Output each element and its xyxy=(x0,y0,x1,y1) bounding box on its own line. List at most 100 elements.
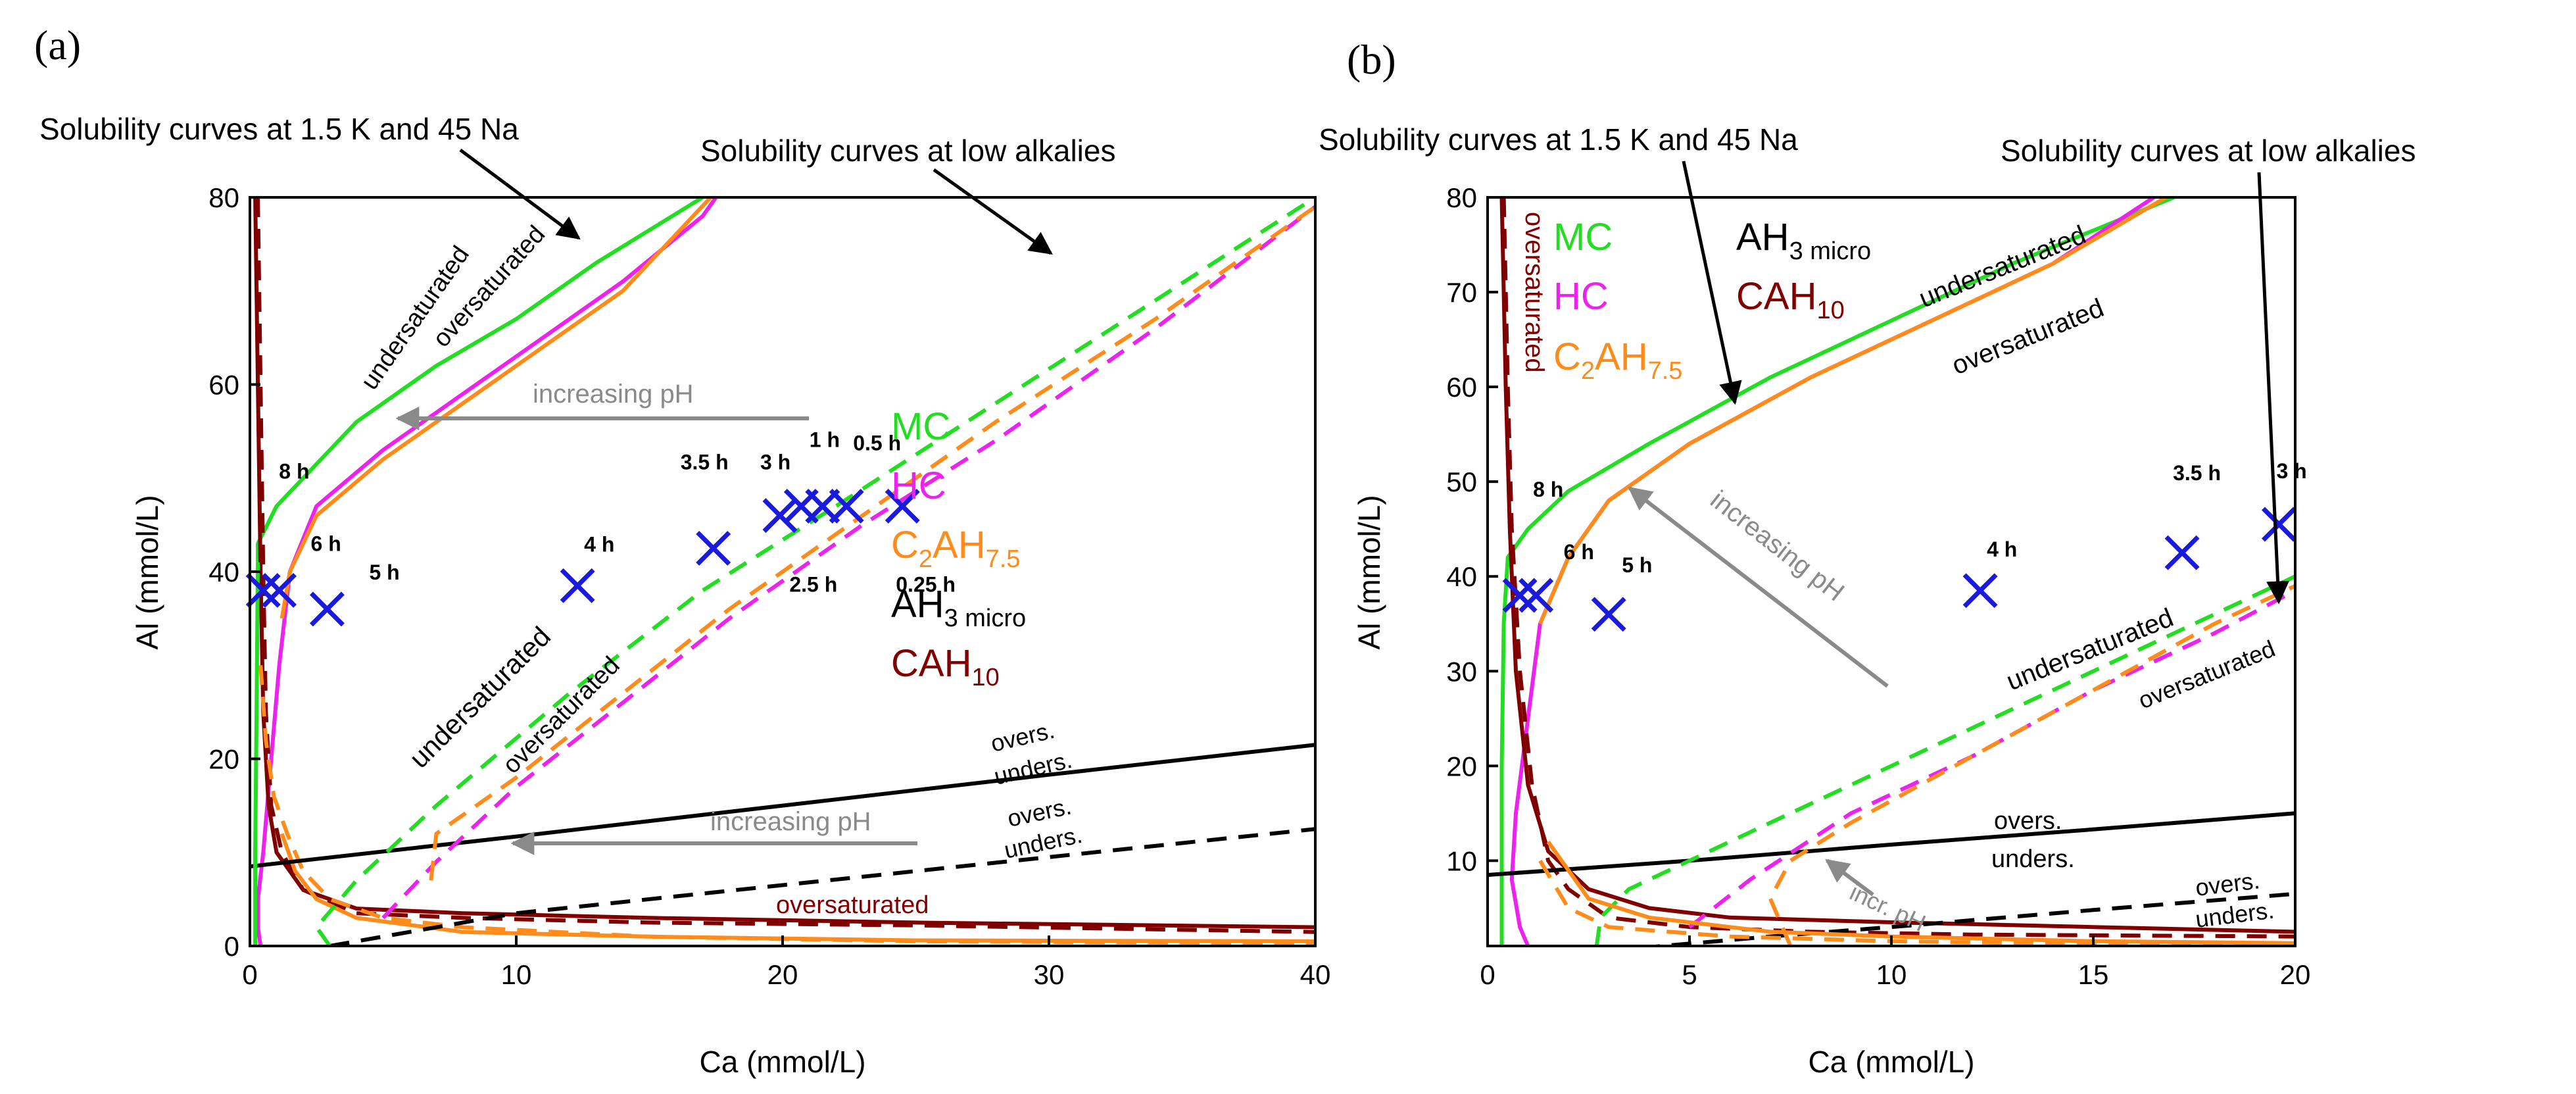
region-label: undersaturated xyxy=(1915,220,2090,314)
series-line xyxy=(279,833,1315,943)
series-line xyxy=(429,205,1315,881)
callout-arrow xyxy=(1682,161,1742,405)
y-tick-label: 10 xyxy=(1446,845,1477,876)
y-tick-label: 60 xyxy=(208,370,239,401)
data-point-label: 0.25 h xyxy=(896,572,956,596)
curves-panel-a xyxy=(250,197,1315,946)
data-point-label: 1 h xyxy=(810,428,840,451)
legend-label: HC xyxy=(1553,275,1609,318)
data-point-marker xyxy=(2164,535,2200,570)
region-label: oversaturated xyxy=(1948,293,2108,380)
x-tick-label: 15 xyxy=(2078,959,2109,990)
x-tick-label: 30 xyxy=(1034,959,1065,990)
data-point-marker xyxy=(1591,597,1626,632)
data-point-label: 5 h xyxy=(369,560,399,584)
ph-label: increasing pH xyxy=(1705,485,1849,607)
series-line xyxy=(1768,584,2295,946)
region-label: overs. xyxy=(1994,807,2062,835)
callout-label: Solubility curves at low alkalies xyxy=(700,134,1116,168)
x-tick-label: 0 xyxy=(1480,959,1495,990)
series-line xyxy=(1688,589,2295,929)
x-tick-label: 5 xyxy=(1682,959,1697,990)
legend-label: C2AH7.5 xyxy=(891,524,1020,573)
data-point-marker xyxy=(1502,578,1538,613)
data-point-marker xyxy=(560,568,595,603)
data-point-label: 4 h xyxy=(584,532,614,556)
series-line xyxy=(1640,891,2295,946)
series-line xyxy=(253,197,1315,930)
legend-panel-b: MC HC C2AH7.5 AH3 micro CAH10 xyxy=(1553,216,1871,385)
series-line xyxy=(381,205,1315,920)
callout-label: Solubility curves at 1.5 K and 45 Na xyxy=(1319,122,1798,157)
legend-label: CAH10 xyxy=(1736,275,1845,324)
series-line xyxy=(279,197,712,619)
points-panel-b: 8 h 6 h 5 h 4 h 3.5 h 3 h xyxy=(1502,459,2307,632)
series-line xyxy=(1538,197,2168,625)
data-point-label: 3 h xyxy=(2276,459,2306,483)
callout-arrow xyxy=(933,168,1053,255)
data-point-label: 3.5 h xyxy=(681,450,729,474)
y-tick-label: 60 xyxy=(1446,372,1477,403)
data-point-marker xyxy=(696,530,731,566)
curves-panel-b xyxy=(1488,197,2295,946)
data-point-marker xyxy=(1519,578,1554,613)
ph-arrow xyxy=(1825,858,1874,897)
y-tick-label: 40 xyxy=(208,557,239,587)
data-point-label: 6 h xyxy=(1564,540,1594,564)
points-panel-a: 8 h 6 h 5 h 4 h 3.5 h 3 h 2.5 h 1 h 0.5 h 0.25 h xyxy=(245,428,956,627)
series-line xyxy=(1499,197,2175,946)
callout-arrow xyxy=(459,148,581,240)
series-line xyxy=(256,197,1315,934)
data-point-label: 2.5 h xyxy=(789,572,837,596)
panel-label-b: (b) xyxy=(1347,36,1396,83)
region-label: unders. xyxy=(2194,897,2275,933)
x-tick-label: 20 xyxy=(2280,959,2311,990)
data-point-label: 3.5 h xyxy=(2173,461,2221,485)
y-tick-label: 40 xyxy=(1446,561,1477,592)
series-line xyxy=(314,197,1315,946)
y-tick-label: 0 xyxy=(224,931,239,962)
panel-label-a: (a) xyxy=(34,22,81,68)
ph-label: increasing pH xyxy=(710,807,871,836)
data-point-label: 0.5 h xyxy=(853,431,901,455)
callout-label: Solubility curves at 1.5 K and 45 Na xyxy=(39,112,519,146)
x-tick-label: 10 xyxy=(1876,959,1907,990)
y-axis-label-a: Al (mmol/L) xyxy=(130,495,164,649)
callout-arrow xyxy=(2257,172,2290,605)
data-point-marker xyxy=(309,591,345,627)
y-tick-label: 70 xyxy=(1446,277,1477,308)
x-axis-label-b: Ca (mmol/L) xyxy=(1808,1045,1974,1079)
x-tick-label: 10 xyxy=(501,959,532,990)
ph-label: increasing pH xyxy=(533,380,694,409)
data-point-label: 8 h xyxy=(279,459,309,483)
ph-arrow xyxy=(1628,486,1889,688)
series-line xyxy=(256,197,718,946)
data-point-label: 8 h xyxy=(1533,478,1563,501)
data-point-marker xyxy=(885,488,920,524)
series-line xyxy=(1594,574,2295,946)
region-label: oversaturated xyxy=(1520,212,1549,373)
y-tick-label: 80 xyxy=(1446,182,1477,213)
y-tick-label: 30 xyxy=(1446,656,1477,687)
data-point-label: 5 h xyxy=(1622,553,1652,577)
x-tick-label: 0 xyxy=(242,959,257,990)
series-line xyxy=(1488,811,2295,877)
region-label: unders. xyxy=(1991,845,2075,873)
x-axis-label-a: Ca (mmol/L) xyxy=(699,1045,865,1079)
y-axis-label-b: Al (mmol/L) xyxy=(1352,495,1386,649)
ticks-panel-a: 0 10 20 30 40 0 20 40 60 80 xyxy=(208,182,1330,990)
data-point-label: 3 h xyxy=(760,451,790,474)
data-point-marker xyxy=(2261,507,2297,542)
chart-panel-b: 8 h 6 h 5 h 4 h 3.5 h 3 h 0 5 10 15 20 10 20 30 40 50 6… xyxy=(1319,122,2416,1079)
x-tick-label: 20 xyxy=(767,959,798,990)
legend-label: CAH10 xyxy=(891,642,1000,691)
region-label: oversaturated xyxy=(776,891,929,919)
ticks-panel-b: 0 5 10 15 20 10 20 30 40 50 60 70 80 xyxy=(1446,182,2310,990)
y-tick-label: 50 xyxy=(1446,466,1477,497)
data-point-marker xyxy=(762,498,798,534)
plot-frame-b xyxy=(1486,196,2297,947)
data-point-marker xyxy=(245,572,281,608)
data-point-marker xyxy=(829,488,864,524)
